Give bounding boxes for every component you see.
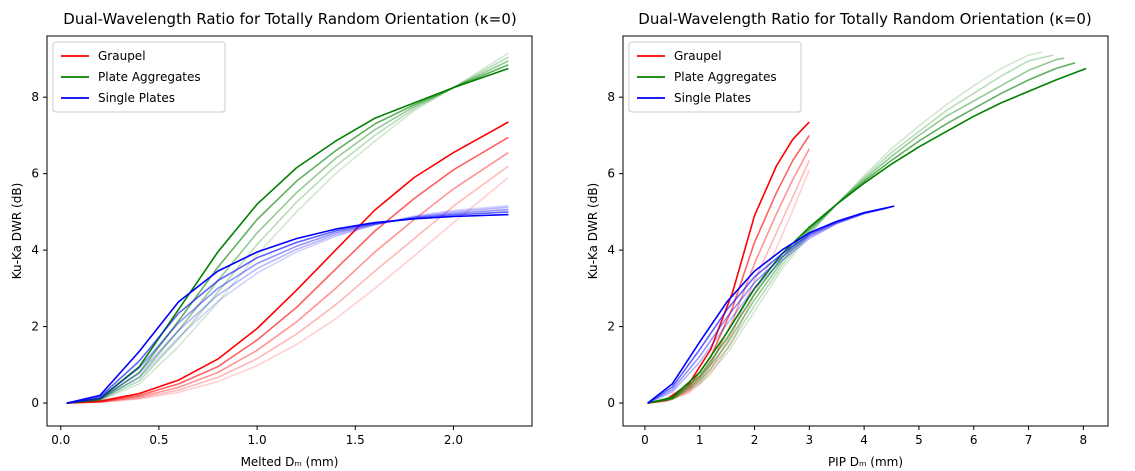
series-line-plate-aggregates — [647, 62, 1076, 404]
series-line-graupel — [66, 165, 509, 404]
series-line-plate-aggregates — [647, 51, 1043, 404]
legend-label: Plate Aggregates — [674, 70, 777, 84]
legend-box — [628, 41, 802, 113]
series-line-graupel — [66, 151, 509, 404]
legend-box — [52, 41, 226, 113]
chart-panel-2: Dual-Wavelength Ratio for Totally Random… — [586, 10, 1109, 469]
series-line-single-plates — [66, 205, 509, 404]
series-line-single-plates — [66, 206, 509, 404]
legend-label: Graupel — [674, 49, 722, 63]
x-tick-label: 5 — [915, 433, 923, 447]
y-tick-label: 8 — [31, 90, 39, 104]
series-line-plate-aggregates — [66, 67, 509, 404]
y-tick-label: 4 — [607, 243, 615, 257]
series-line-plate-aggregates — [647, 54, 1054, 404]
x-axis-label: Melted Dₘ (mm) — [241, 455, 339, 469]
legend: Graupel Plate Aggregates Single Plates — [52, 41, 226, 113]
legend: Graupel Plate Aggregates Single Plates — [628, 41, 802, 113]
series-line-graupel — [66, 176, 509, 404]
y-axis-label: Ku-Ka DWR (dB) — [10, 183, 24, 280]
series-line-single-plates — [647, 207, 887, 404]
x-tick-label: 3 — [806, 433, 814, 447]
x-tick-label: 2 — [751, 433, 759, 447]
x-axis-label: PIP Dₘ (mm) — [828, 455, 903, 469]
series-line-graupel — [66, 136, 509, 404]
y-tick-label: 0 — [607, 396, 615, 410]
plot-area — [66, 52, 509, 404]
y-axis-label: Ku-Ka DWR (dB) — [586, 183, 600, 280]
x-tick-label: 2.0 — [444, 433, 463, 447]
series-line-single-plates — [66, 213, 509, 404]
axes-frame — [622, 35, 1109, 427]
chart-title: Dual-Wavelength Ratio for Totally Random… — [638, 10, 1091, 28]
series-line-plate-aggregates — [647, 57, 1065, 404]
x-tick-label: 0.0 — [51, 433, 70, 447]
x-tick-label: 1.5 — [346, 433, 365, 447]
series-line-graupel — [647, 121, 810, 404]
series-line-single-plates — [66, 211, 509, 404]
y-tick-label: 2 — [31, 320, 39, 334]
y-tick-label: 2 — [607, 320, 615, 334]
y-tick-label: 4 — [31, 243, 39, 257]
series-line-single-plates — [66, 208, 509, 404]
series-line-graupel — [647, 169, 811, 404]
x-tick-label: 6 — [970, 433, 978, 447]
legend-label: Graupel — [98, 49, 146, 63]
y-tick-label: 6 — [607, 167, 615, 181]
series-line-single-plates — [647, 206, 892, 404]
series-line-plate-aggregates — [66, 52, 509, 404]
y-tick-label: 0 — [31, 396, 39, 410]
chart-title: Dual-Wavelength Ratio for Totally Random… — [63, 10, 516, 28]
x-tick-label: 1.0 — [248, 433, 267, 447]
series-line-graupel — [647, 159, 811, 404]
series-line-plate-aggregates — [66, 63, 509, 404]
series-line-graupel — [647, 148, 811, 404]
legend-label: Single Plates — [674, 91, 751, 105]
y-tick-label: 6 — [31, 167, 39, 181]
y-tick-label: 8 — [607, 90, 615, 104]
x-tick-label: 4 — [860, 433, 868, 447]
x-tick-label: 0 — [641, 433, 649, 447]
plot-area — [647, 51, 1087, 404]
x-tick-label: 1 — [696, 433, 704, 447]
x-tick-label: 0.5 — [149, 433, 168, 447]
x-tick-label: 8 — [1080, 433, 1088, 447]
series-line-plate-aggregates — [647, 67, 1087, 404]
series-line-graupel — [66, 121, 509, 404]
series-line-plate-aggregates — [66, 60, 509, 404]
chart-panel-1: Dual-Wavelength Ratio for Totally Random… — [10, 10, 533, 469]
series-line-plate-aggregates — [66, 56, 509, 404]
series-line-graupel — [647, 134, 810, 404]
axes-frame — [46, 35, 533, 427]
legend-label: Single Plates — [98, 91, 175, 105]
legend-label: Plate Aggregates — [98, 70, 201, 84]
series-line-single-plates — [647, 206, 889, 404]
x-tick-label: 7 — [1025, 433, 1033, 447]
